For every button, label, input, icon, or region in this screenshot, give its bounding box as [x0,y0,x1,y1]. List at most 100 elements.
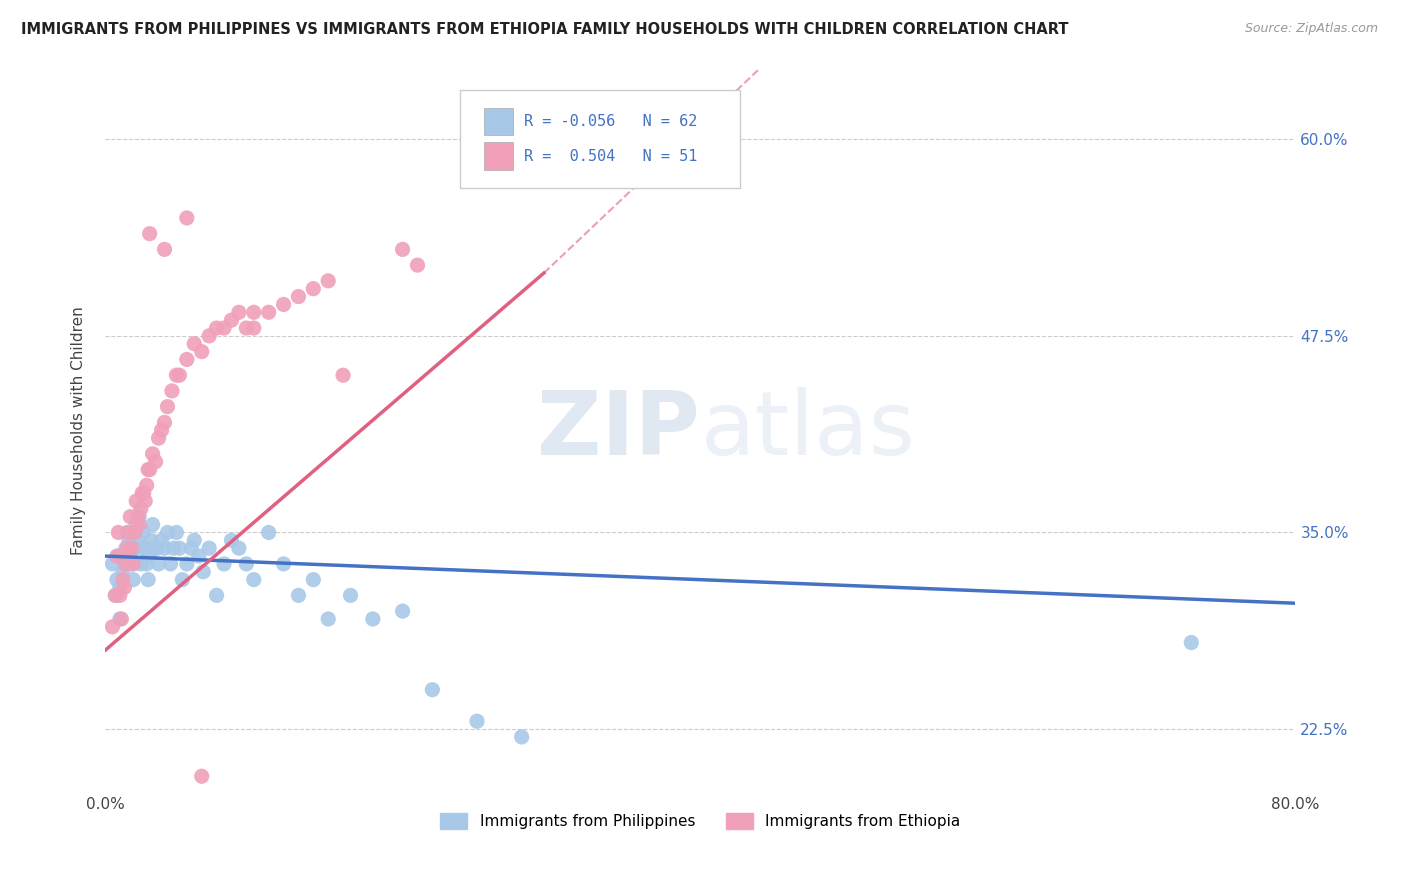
Point [257,525,280,540]
Point [107,525,129,540]
Point [302,573,325,587]
Point [172,573,194,587]
Text: R = -0.056   N = 62: R = -0.056 N = 62 [524,114,697,128]
Point [108,588,131,602]
Point [273,297,295,311]
Point [122,573,145,587]
Point [108,612,131,626]
Text: IMMIGRANTS FROM PHILIPPINES VS IMMIGRANTS FROM ETHIOPIA FAMILY HOUSEHOLDS WITH C: IMMIGRANTS FROM PHILIPPINES VS IMMIGRANT… [21,22,1069,37]
Point [142,517,165,532]
Point [129,501,152,516]
Point [138,549,160,563]
Point [183,336,205,351]
Point [156,525,179,540]
Point [198,541,221,556]
Point [165,525,187,540]
Point [148,557,170,571]
Point [121,557,143,571]
Point [165,368,187,383]
Point [212,321,235,335]
Point [114,541,136,556]
Point [139,533,162,548]
Point [205,321,228,335]
Point [465,714,488,729]
Point [101,557,124,571]
Point [287,588,309,602]
Point [243,321,266,335]
Point [176,211,198,225]
Point [153,541,176,556]
Point [332,368,354,383]
Point [212,557,235,571]
Point [180,541,202,556]
Point [131,486,153,500]
Point [160,384,183,398]
Point [162,541,184,556]
Point [142,447,165,461]
Point [122,557,145,571]
Point [118,533,141,548]
Bar [484,143,513,169]
Point [118,525,141,540]
Legend: Immigrants from Philippines, Immigrants from Ethiopia: Immigrants from Philippines, Immigrants … [433,806,967,835]
Point [105,573,128,587]
Point [257,305,280,319]
Point [110,612,132,626]
Bar [484,108,513,135]
Text: Source: ZipAtlas.com: Source: ZipAtlas.com [1244,22,1378,36]
Point [121,541,143,556]
Point [391,604,413,618]
Text: R =  0.504   N = 51: R = 0.504 N = 51 [524,149,697,163]
Point [112,581,135,595]
Point [243,573,266,587]
Point [146,541,169,556]
Point [361,612,384,626]
Point [134,494,156,508]
Point [112,557,135,571]
Point [143,541,166,556]
Point [190,344,212,359]
Point [138,462,160,476]
Y-axis label: Family Households with Children: Family Households with Children [72,306,86,555]
Text: ZIP: ZIP [537,387,700,474]
Point [187,549,209,563]
Point [159,557,181,571]
Point [176,557,198,571]
Point [132,525,155,540]
Point [117,525,139,540]
Point [134,541,156,556]
Point [129,557,152,571]
Point [391,243,413,257]
Point [205,588,228,602]
Point [1180,635,1202,649]
Point [107,549,129,563]
Point [221,313,243,327]
Point [148,431,170,445]
Point [145,455,167,469]
Point [150,423,173,437]
Point [120,549,142,563]
Point [169,541,191,556]
Point [127,509,149,524]
Point [111,573,134,587]
Point [406,258,429,272]
Point [117,541,139,556]
Point [153,243,176,257]
Point [127,533,149,548]
Point [125,494,148,508]
Point [422,682,444,697]
Point [135,557,157,571]
Point [339,588,361,602]
Text: atlas: atlas [700,387,915,474]
Point [156,400,179,414]
Point [273,557,295,571]
Point [124,525,146,540]
Point [198,329,221,343]
Point [221,533,243,548]
Point [302,282,325,296]
Point [101,620,124,634]
Point [132,486,155,500]
Point [228,541,250,556]
Point [125,517,148,532]
Point [510,730,533,744]
